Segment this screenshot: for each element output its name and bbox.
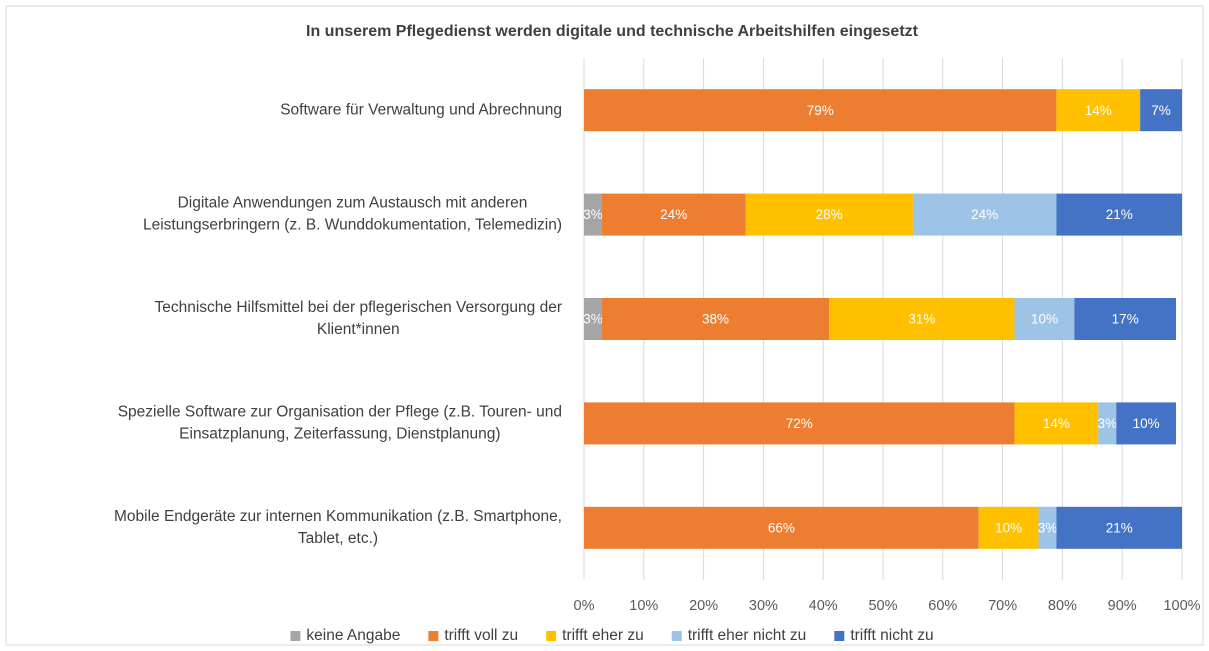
bar-segment <box>829 298 1015 340</box>
x-tick-label: 60% <box>928 598 957 614</box>
x-tick-label: 80% <box>1048 598 1077 614</box>
data-label: 66% <box>768 520 795 535</box>
x-tick-label: 30% <box>749 598 778 614</box>
category-label: Digitale Anwendungen zum Austausch mit a… <box>178 195 528 212</box>
category-label: Einsatzplanung, Zeiterfassung, Dienstpla… <box>179 425 500 442</box>
data-label: 31% <box>908 312 935 327</box>
data-label: 38% <box>702 312 729 327</box>
bar-segment <box>601 298 830 340</box>
data-label: 3% <box>583 207 603 222</box>
category-label: Spezielle Software zur Organisation der … <box>118 403 562 420</box>
x-tick-label: 90% <box>1108 598 1137 614</box>
data-label: 7% <box>1151 103 1171 118</box>
data-label: 17% <box>1112 312 1139 327</box>
data-label: 10% <box>995 520 1022 535</box>
bar-segment <box>1098 402 1117 445</box>
category-label: Mobile Endgeräte zur internen Kommunikat… <box>114 508 562 525</box>
legend-label: trifft eher zu <box>562 627 644 644</box>
bar-segment <box>601 193 746 236</box>
x-tick-label: 100% <box>1163 598 1200 614</box>
data-label: 24% <box>660 207 687 222</box>
legend-swatch <box>834 631 845 641</box>
legend-label: keine Angabe <box>306 627 400 644</box>
legend-swatch <box>290 631 301 641</box>
data-label: 14% <box>1085 103 1112 118</box>
x-tick-label: 10% <box>629 598 658 614</box>
bar-segment <box>584 193 602 236</box>
bar-segment <box>584 89 1057 132</box>
chart-title: In unserem Pflegedienst werden digitale … <box>306 23 919 40</box>
bar-segment <box>1038 506 1057 549</box>
legend-swatch <box>671 631 682 641</box>
bar-segment <box>1074 298 1177 340</box>
category-label: Klient*innen <box>317 321 400 338</box>
category-label: Tablet, etc.) <box>298 530 378 547</box>
data-label: 79% <box>807 103 834 118</box>
bar-segment <box>1056 506 1182 549</box>
category-label: Leistungserbringern (z. B. Wunddokumenta… <box>143 217 562 234</box>
bar-segment <box>745 193 913 236</box>
data-label: 28% <box>816 207 843 222</box>
legend-label: trifft nicht zu <box>850 627 933 644</box>
bar-segment <box>584 402 1015 445</box>
legend-label: trifft eher nicht zu <box>688 627 807 644</box>
data-label: 24% <box>971 207 998 222</box>
legend-swatch <box>546 631 557 641</box>
legend-label: trifft voll zu <box>444 627 518 644</box>
bar-segment <box>584 298 602 340</box>
bar-segment <box>584 506 979 549</box>
data-label: 72% <box>786 416 813 431</box>
data-label: 10% <box>1031 312 1058 327</box>
data-label: 21% <box>1106 207 1133 222</box>
bar-segment <box>1056 193 1182 236</box>
x-tick-label: 0% <box>574 598 595 614</box>
data-label: 10% <box>1133 416 1160 431</box>
data-label: 3% <box>1097 416 1117 431</box>
data-label: 3% <box>1038 520 1058 535</box>
bar-segment <box>978 506 1039 549</box>
legend-swatch <box>428 631 439 641</box>
x-tick-label: 20% <box>689 598 718 614</box>
x-tick-label: 50% <box>868 598 897 614</box>
bar-segment <box>1056 89 1141 132</box>
bar-segment <box>912 193 1057 236</box>
bar-segment <box>1116 402 1177 445</box>
bar-segment <box>1014 402 1099 445</box>
category-label: Technische Hilfsmittel bei der pflegeris… <box>154 299 562 316</box>
data-label: 3% <box>583 312 603 327</box>
x-tick-label: 40% <box>809 598 838 614</box>
data-label: 21% <box>1106 520 1133 535</box>
x-tick-label: 70% <box>988 598 1017 614</box>
bar-segment <box>1014 298 1075 340</box>
category-label: Software für Verwaltung und Abrechnung <box>280 101 562 118</box>
data-label: 14% <box>1043 416 1070 431</box>
bar-segment <box>1140 89 1182 132</box>
